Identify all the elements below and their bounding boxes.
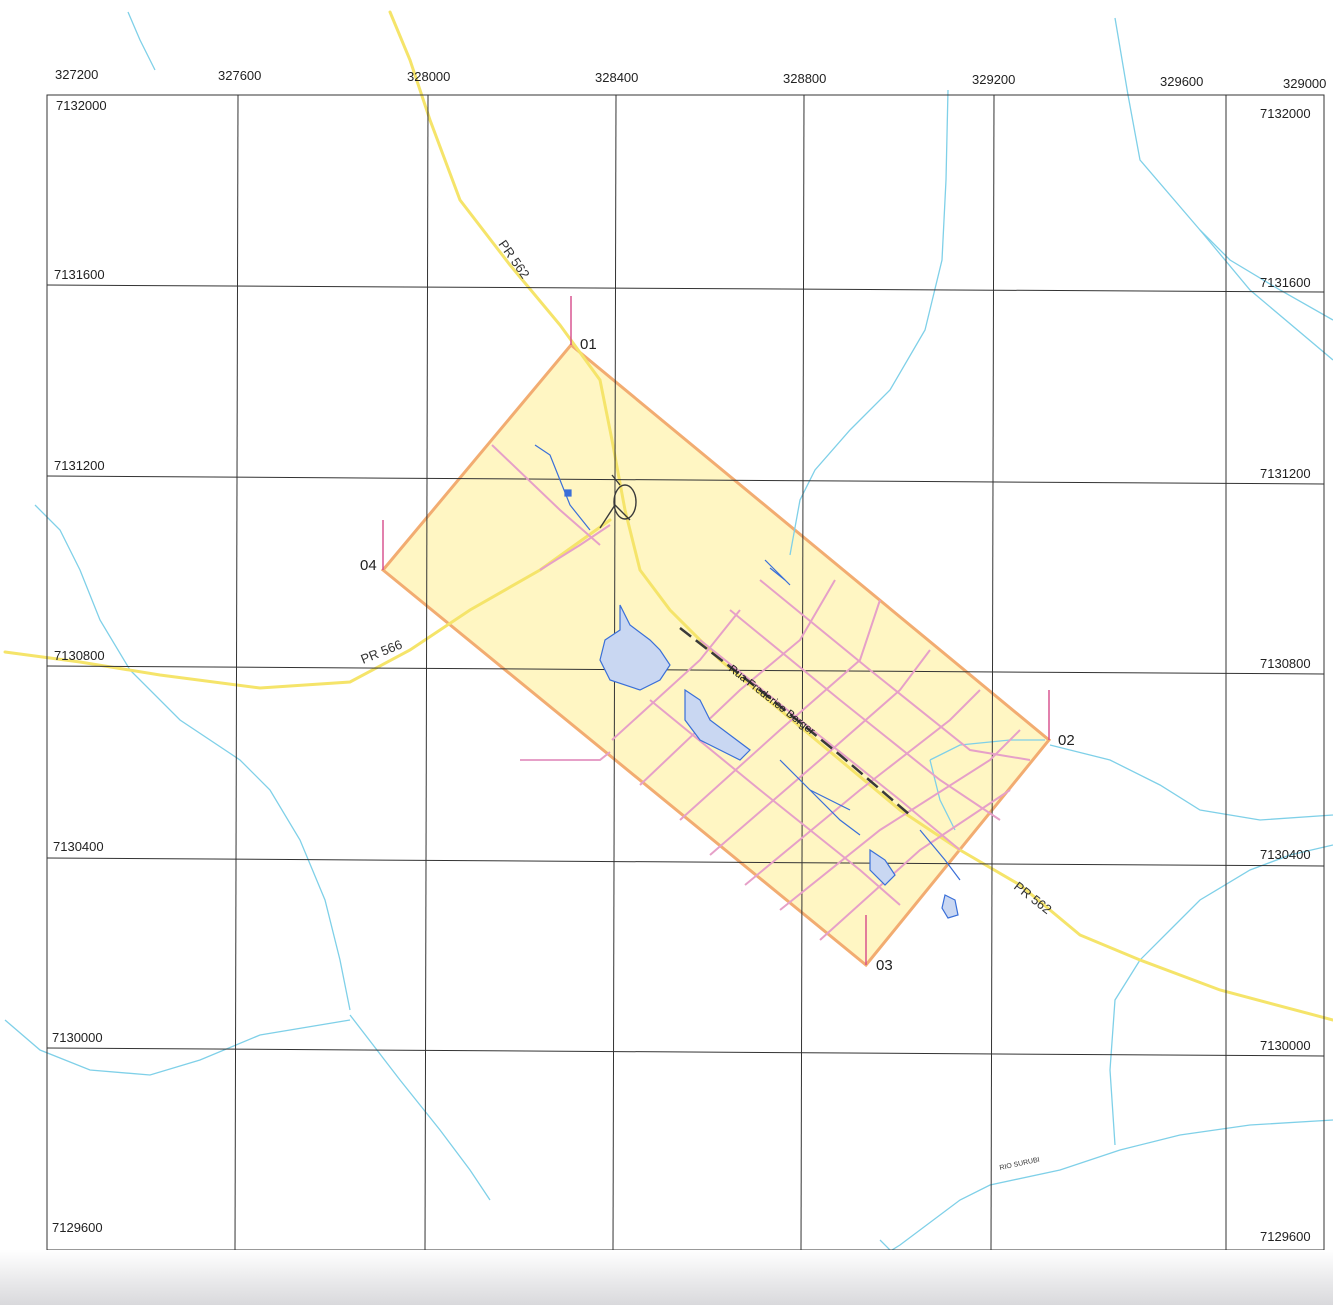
easting-label: 329600 (1158, 1255, 1201, 1270)
easting-label: 328800 (783, 71, 826, 86)
easting-label: 329000 (1281, 1252, 1324, 1267)
vertex-label-03: 03 (876, 957, 893, 974)
easting-label: 328000 (407, 69, 450, 84)
easting-label: 327200 (20, 1247, 63, 1262)
northing-label: 7130400 (53, 839, 104, 854)
road-label-pr562-north: PR 562 (496, 237, 533, 281)
easting-label: 329200 (972, 72, 1015, 87)
road-label-pr566: PR 566 (359, 637, 405, 667)
river-label-rio-surubi: RIO SURUBI (999, 1157, 1040, 1172)
easting-labels-top: 327200 327600 328000 328400 328800 32920… (55, 67, 1326, 91)
vertex-label-01: 01 (580, 336, 597, 353)
northing-label: 7130800 (54, 648, 105, 663)
northing-label: 7131600 (1260, 275, 1311, 290)
easting-label: 328400 (595, 70, 638, 85)
northing-labels-right: 7132000 7131600 7131200 7130800 7130400 … (1260, 106, 1311, 1244)
interchange (599, 474, 637, 529)
northing-label: 7129600 (1260, 1229, 1311, 1244)
northing-label: 7130800 (1260, 656, 1311, 671)
easting-label: 329600 (1160, 74, 1203, 89)
rua-frederico-berger-line (679, 627, 911, 816)
northing-label: 7130000 (52, 1030, 103, 1045)
northing-label: 7130000 (1260, 1038, 1311, 1053)
northing-label: 7131200 (1260, 466, 1311, 481)
northing-label: 7130400 (1260, 847, 1311, 862)
road-label-pr562-south: PR 562 (1011, 879, 1054, 918)
easting-label: 327600 (212, 1249, 255, 1264)
easting-label: 328000 (401, 1250, 444, 1265)
northing-label: 7132000 (56, 98, 107, 113)
vertex-label-04: 04 (360, 557, 377, 574)
vertex-markers (382, 296, 1050, 965)
easting-label: 329200 (969, 1254, 1012, 1269)
street-network (491, 444, 1031, 941)
vertex-label-02: 02 (1058, 732, 1075, 749)
water-features (534, 444, 961, 919)
easting-label: 328800 (779, 1253, 822, 1268)
northing-labels-left: 7132000 7131600 7131200 7130800 7130400 … (52, 98, 107, 1235)
easting-label: 329000 (1283, 76, 1326, 91)
northing-label: 7129600 (52, 1220, 103, 1235)
northing-label: 7131200 (54, 458, 105, 473)
easting-label: 327200 (55, 67, 98, 82)
northing-label: 7132000 (1260, 106, 1311, 121)
easting-label: 327600 (218, 68, 261, 83)
easting-label: 328400 (590, 1252, 633, 1267)
northing-label: 7131600 (54, 267, 105, 282)
road-pr562 (388, 10, 1333, 1022)
